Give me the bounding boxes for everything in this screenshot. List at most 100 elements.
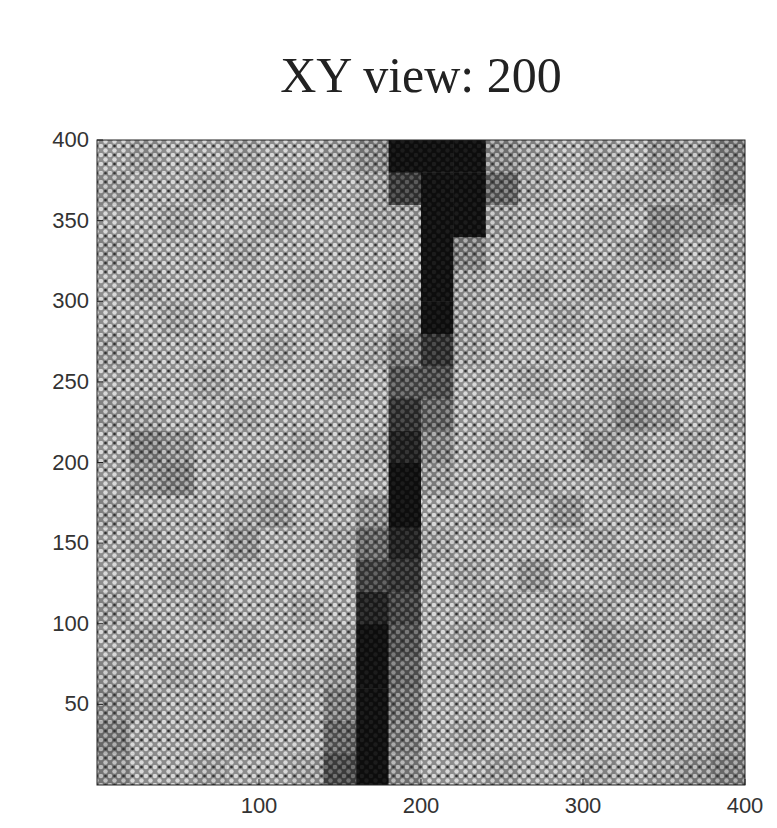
cell [713, 721, 745, 754]
y-tick [97, 543, 103, 544]
cell [324, 172, 357, 205]
cell-texture [680, 334, 713, 367]
cell [259, 463, 292, 496]
cell-texture [324, 398, 357, 431]
cell [486, 269, 519, 302]
cell-texture [486, 140, 519, 173]
cell [713, 624, 745, 657]
cell-texture [453, 495, 486, 528]
y-tick [97, 381, 103, 382]
cell [551, 495, 584, 528]
cell-texture [486, 656, 519, 689]
cell-texture [648, 172, 681, 205]
cell [324, 366, 357, 399]
cell [648, 366, 681, 399]
cell-texture [713, 656, 745, 689]
cell [486, 172, 519, 205]
cell [227, 527, 260, 560]
cell-texture [615, 495, 648, 528]
cell [389, 366, 422, 399]
cell-texture [356, 140, 389, 173]
cell-texture [97, 205, 130, 238]
cell-texture [97, 140, 130, 173]
cell [453, 205, 486, 238]
cell-texture [453, 592, 486, 625]
cell [648, 301, 681, 334]
cell [486, 237, 519, 270]
cell [291, 495, 324, 528]
cell [551, 592, 584, 625]
cell-texture [129, 205, 162, 238]
cell [713, 527, 745, 560]
y-tick [97, 220, 103, 221]
cell-texture [583, 172, 616, 205]
cell [356, 527, 389, 560]
cell [129, 559, 162, 592]
cell [518, 334, 551, 367]
cell [486, 624, 519, 657]
cell [518, 430, 551, 463]
cell-texture [97, 430, 130, 463]
cell-texture [713, 269, 745, 302]
cell-texture [486, 205, 519, 238]
cell-texture [453, 205, 486, 238]
cell-texture [162, 430, 195, 463]
cell-texture [389, 334, 422, 367]
cell-texture [713, 172, 745, 205]
cell-texture [453, 559, 486, 592]
cell-texture [486, 398, 519, 431]
cell [615, 269, 648, 302]
cell [680, 398, 713, 431]
cell-texture [194, 237, 227, 270]
cell [324, 334, 357, 367]
cell [680, 495, 713, 528]
cell-texture [453, 366, 486, 399]
cell [356, 301, 389, 334]
cell [389, 559, 422, 592]
cell [324, 269, 357, 302]
cell [291, 430, 324, 463]
cell [615, 366, 648, 399]
cell [162, 559, 195, 592]
cell [421, 205, 454, 238]
cell-texture [291, 463, 324, 496]
cell [194, 656, 227, 689]
cell [453, 140, 486, 173]
cell-texture [324, 624, 357, 657]
cell-texture [551, 688, 584, 721]
cell [97, 398, 130, 431]
cell [486, 430, 519, 463]
cell [97, 366, 130, 399]
cell [129, 237, 162, 270]
cell [680, 430, 713, 463]
cell [194, 140, 227, 173]
cell [680, 301, 713, 334]
cell-texture [324, 463, 357, 496]
cell-texture [129, 463, 162, 496]
cell-texture [227, 527, 260, 560]
cell [518, 592, 551, 625]
cell [551, 721, 584, 754]
cell-texture [356, 334, 389, 367]
cell [615, 721, 648, 754]
y-tick-label: 400 [52, 127, 89, 152]
cell-texture [324, 527, 357, 560]
cell-texture [356, 495, 389, 528]
cell-texture [129, 527, 162, 560]
cell [518, 463, 551, 496]
cell-texture [713, 527, 745, 560]
cell-texture [583, 366, 616, 399]
cell [421, 592, 454, 625]
cell-texture [227, 237, 260, 270]
cell [389, 721, 422, 754]
cell-texture [648, 366, 681, 399]
cell-texture [551, 527, 584, 560]
cell-texture [713, 753, 745, 785]
cell-texture [680, 688, 713, 721]
cell-texture [421, 269, 454, 302]
cell [583, 205, 616, 238]
cell-texture [615, 205, 648, 238]
cell-texture [129, 688, 162, 721]
cell-texture [291, 334, 324, 367]
cell-texture [162, 366, 195, 399]
